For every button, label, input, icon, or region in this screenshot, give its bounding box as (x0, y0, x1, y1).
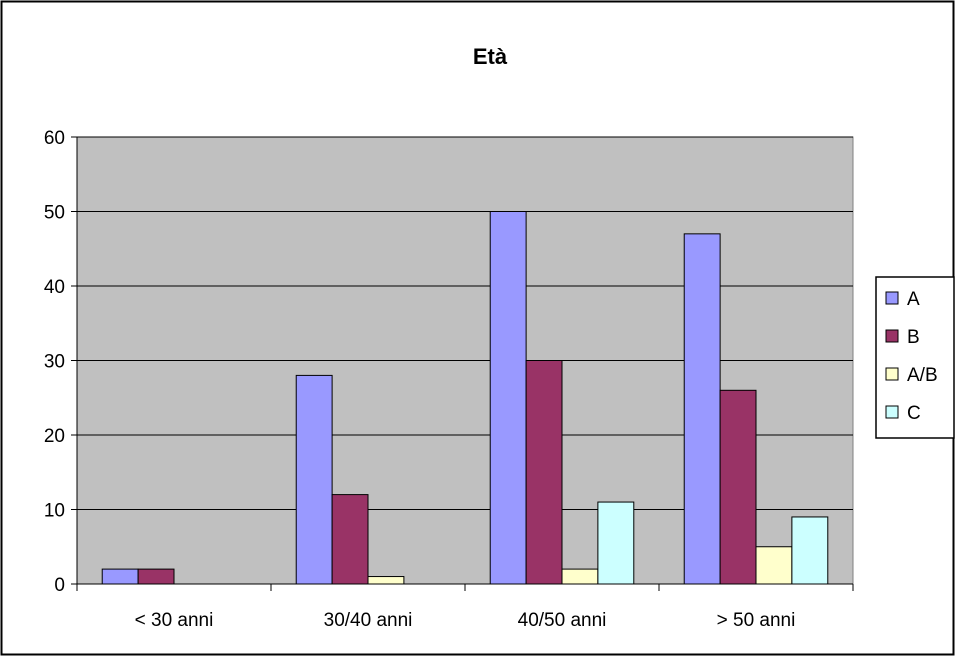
bar-b-2 (525, 360, 563, 585)
legend-swatch (885, 367, 899, 381)
y-tick-label: 60 (44, 128, 65, 149)
legend-label: B (907, 327, 920, 348)
bar-a-3 (683, 233, 721, 585)
bar-a-0 (101, 568, 139, 585)
x-tick-label: < 30 anni (135, 610, 214, 631)
x-tick-label: 40/50 anni (518, 610, 607, 631)
bar-b-0 (137, 568, 175, 585)
bar-c-2 (597, 501, 635, 585)
bar-ab-2 (561, 568, 599, 585)
y-tick-label: 50 (44, 203, 65, 224)
y-tick-label: 0 (54, 575, 65, 596)
y-tick-label: 20 (44, 426, 65, 447)
x-tick-label: 30/40 anni (324, 610, 413, 631)
bar-a-1 (295, 374, 333, 585)
legend-swatch (885, 329, 899, 343)
y-tick-label: 30 (44, 352, 65, 373)
y-tick-label: 10 (44, 501, 65, 522)
legend-label: A (907, 289, 920, 310)
bar-ab-1 (367, 576, 405, 585)
chart-title: Età (473, 44, 508, 69)
legend-label: A/B (907, 365, 938, 386)
bar-c-3 (791, 516, 829, 585)
bar-ab-3 (755, 546, 793, 585)
y-tick-label: 40 (44, 277, 65, 298)
x-tick-label: > 50 anni (717, 610, 796, 631)
legend-swatch (885, 291, 899, 305)
legend-label: C (907, 403, 921, 424)
bar-a-2 (489, 211, 527, 585)
bar-b-3 (719, 389, 757, 585)
legend-swatch (885, 405, 899, 419)
plot-area: 0 10 20 30 40 50 60 < 30 anni 30/40 anni 40/50 an… (44, 128, 854, 631)
bar-b-1 (331, 494, 369, 585)
legend: AB A/B C (875, 276, 955, 439)
